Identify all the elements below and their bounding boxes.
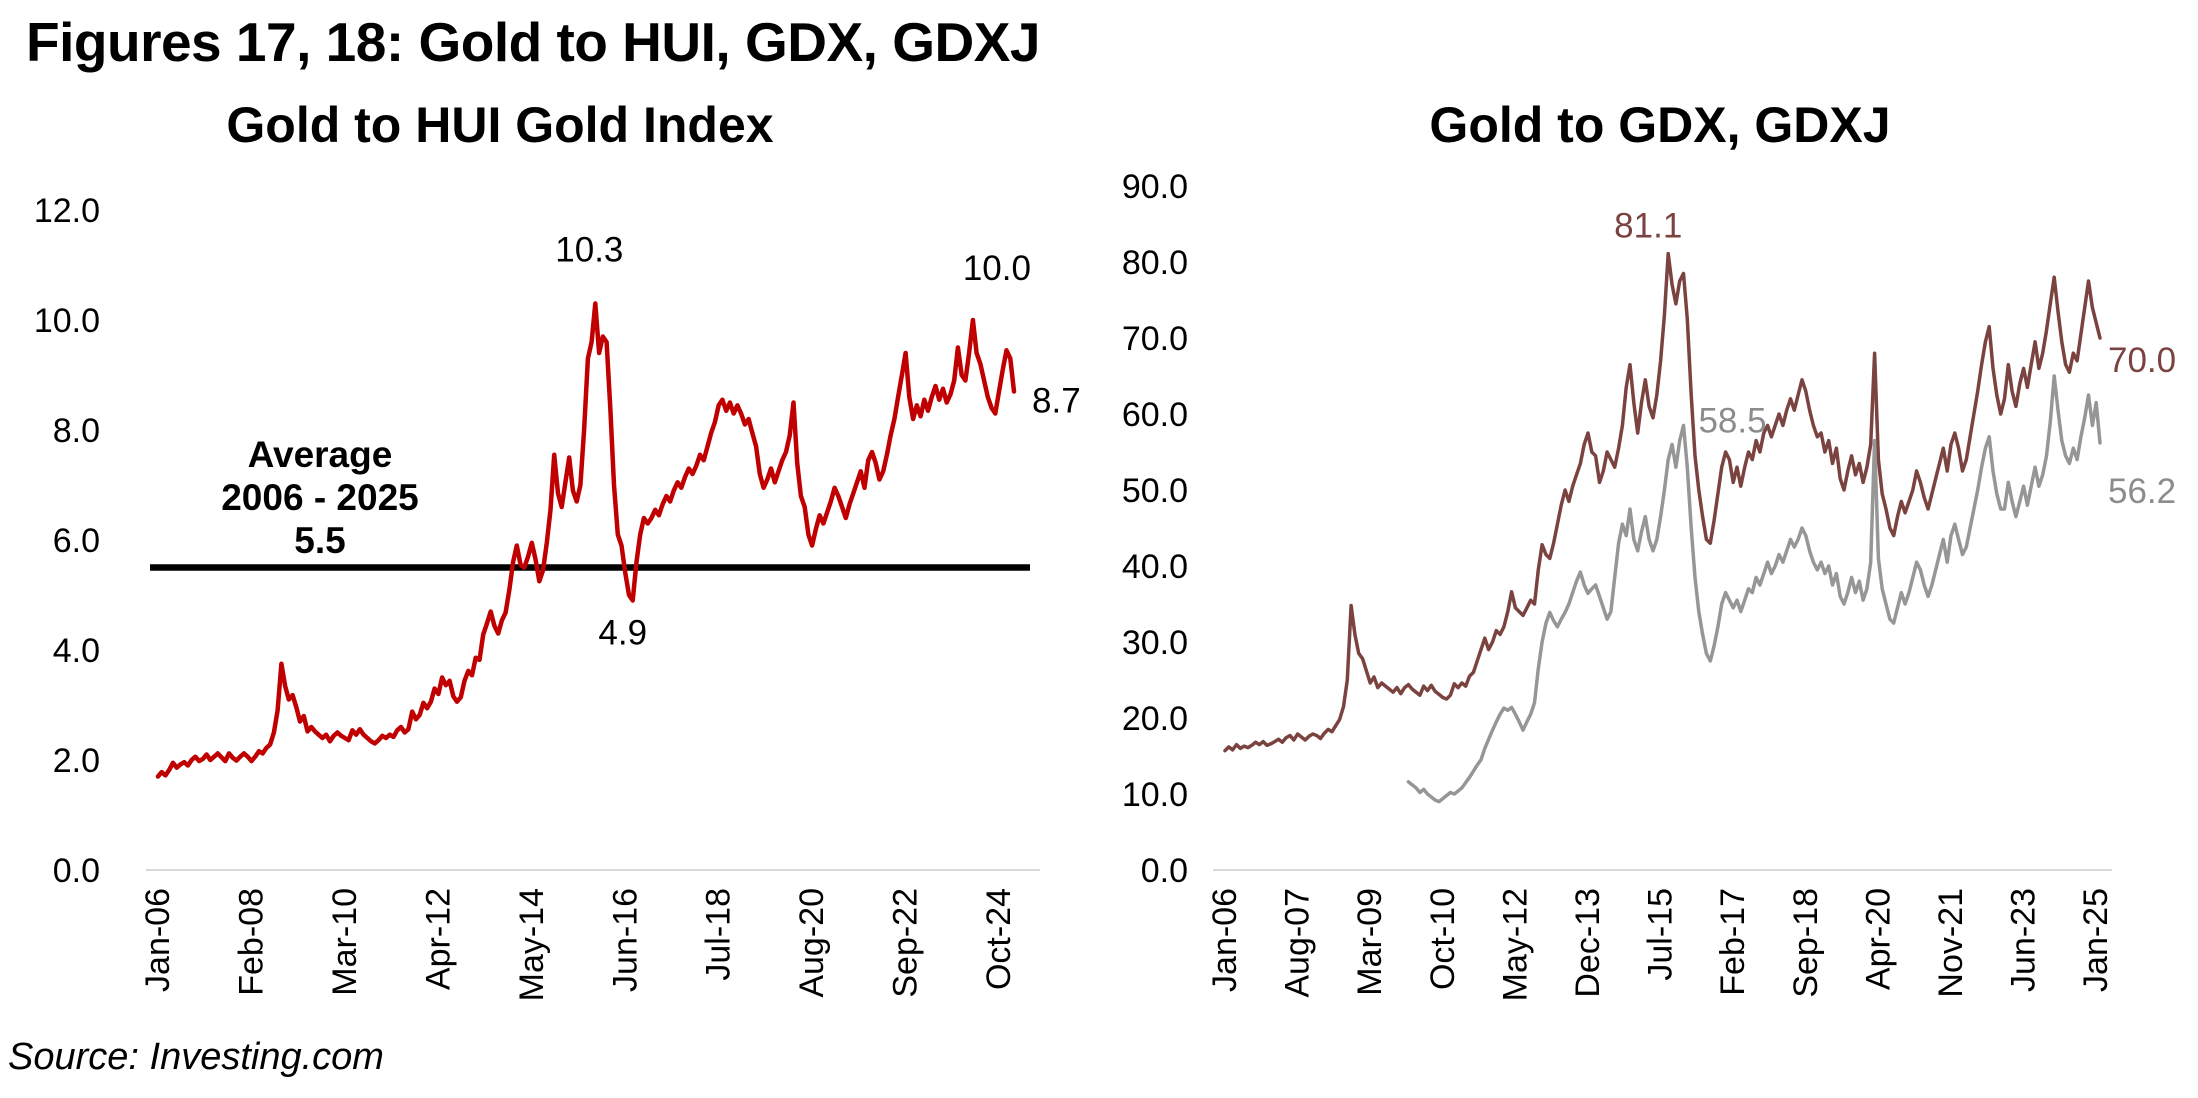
y-tick-label: 0.0 [1141,852,1188,890]
average-label-line: 2006 - 2025 [221,477,419,518]
y-tick-label: 90.0 [1122,168,1188,206]
x-tick-label: Jun-23 [2005,888,2043,992]
annotation-81.1: 81.1 [1614,207,1682,246]
source-note: Source: Investing.com [8,1036,384,1078]
average-label-line: Average [248,434,393,475]
x-tick-label: Apr-12 [419,888,457,990]
y-tick-label: 80.0 [1122,244,1188,282]
series-line-gold-to-gdx [1223,251,2102,753]
y-tick-label: 30.0 [1122,624,1188,662]
x-tick-label: Jan-25 [2077,888,2115,992]
chart-title-gold-to-gdx-gdxj: Gold to GDX, GDXJ [1429,97,1891,153]
x-tick-label: Jan-06 [1206,888,1244,992]
annotation-8.7: 8.7 [1032,382,1081,421]
y-tick-label: 40.0 [1122,548,1188,586]
y-tick-label: 6.0 [53,522,100,560]
annotation-56.2: 56.2 [2108,472,2176,511]
x-tick-label: Apr-20 [1859,888,1897,990]
y-tick-label: 10.0 [1122,776,1188,814]
x-tick-label: Nov-21 [1932,888,1970,998]
x-tick-label: Feb-17 [1714,888,1752,996]
series-line-gold-to-hui [155,301,1017,779]
x-tick-label: Aug-07 [1279,888,1317,998]
x-tick-label: Oct-24 [980,888,1018,990]
x-tick-label: May-14 [513,888,551,1001]
x-tick-label: Jul-18 [700,888,738,981]
y-tick-label: 20.0 [1122,700,1188,738]
figure-title: Figures 17, 18: Gold to HUI, GDX, GDXJ [26,11,1040,73]
y-tick-label: 60.0 [1122,396,1188,434]
x-tick-label: Mar-10 [326,888,364,996]
y-tick-label: 50.0 [1122,472,1188,510]
x-tick-label: Feb-08 [232,888,270,996]
annotation-70.0: 70.0 [2108,341,2176,380]
x-tick-label: Mar-09 [1351,888,1389,996]
x-tick-label: Oct-10 [1424,888,1462,990]
y-tick-label: 12.0 [34,192,100,230]
annotation-10.0: 10.0 [963,249,1031,288]
y-tick-label: 0.0 [53,852,100,890]
x-tick-label: Jun-16 [606,888,644,992]
y-tick-label: 2.0 [53,742,100,780]
y-tick-label: 10.0 [34,302,100,340]
x-tick-label: Sep-18 [1787,888,1825,998]
x-tick-label: Aug-20 [793,888,831,998]
gold-to-hui-chart: 12.0 10.0 8.0 6.0 4.0 2.0 0.0 Jan-06 Feb-08 Mar-1… [34,192,1081,1001]
chart-title-gold-to-hui: Gold to HUI Gold Index [226,97,774,153]
y-tick-label: 8.0 [53,412,100,450]
x-tick-label: Sep-22 [887,888,925,998]
x-tick-label: Jul-15 [1642,888,1680,981]
x-tick-label: May-12 [1496,888,1534,1001]
average-label-line: 5.5 [294,520,345,561]
y-tick-label: 4.0 [53,632,100,670]
annotation-10.3: 10.3 [555,231,623,270]
x-tick-label: Dec-13 [1569,888,1607,998]
x-tick-label: Jan-06 [139,888,177,992]
y-tick-label: 70.0 [1122,320,1188,358]
series-line-gold-to-gdxj [1406,374,2102,804]
annotation-58.5: 58.5 [1698,401,1766,440]
gold-to-gdx-gdxj-chart: 90.0 80.0 70.0 60.0 50.0 40.0 30.0 20.0 10.0 0.0 J… [1122,168,2176,1001]
annotation-4.9: 4.9 [598,614,647,653]
